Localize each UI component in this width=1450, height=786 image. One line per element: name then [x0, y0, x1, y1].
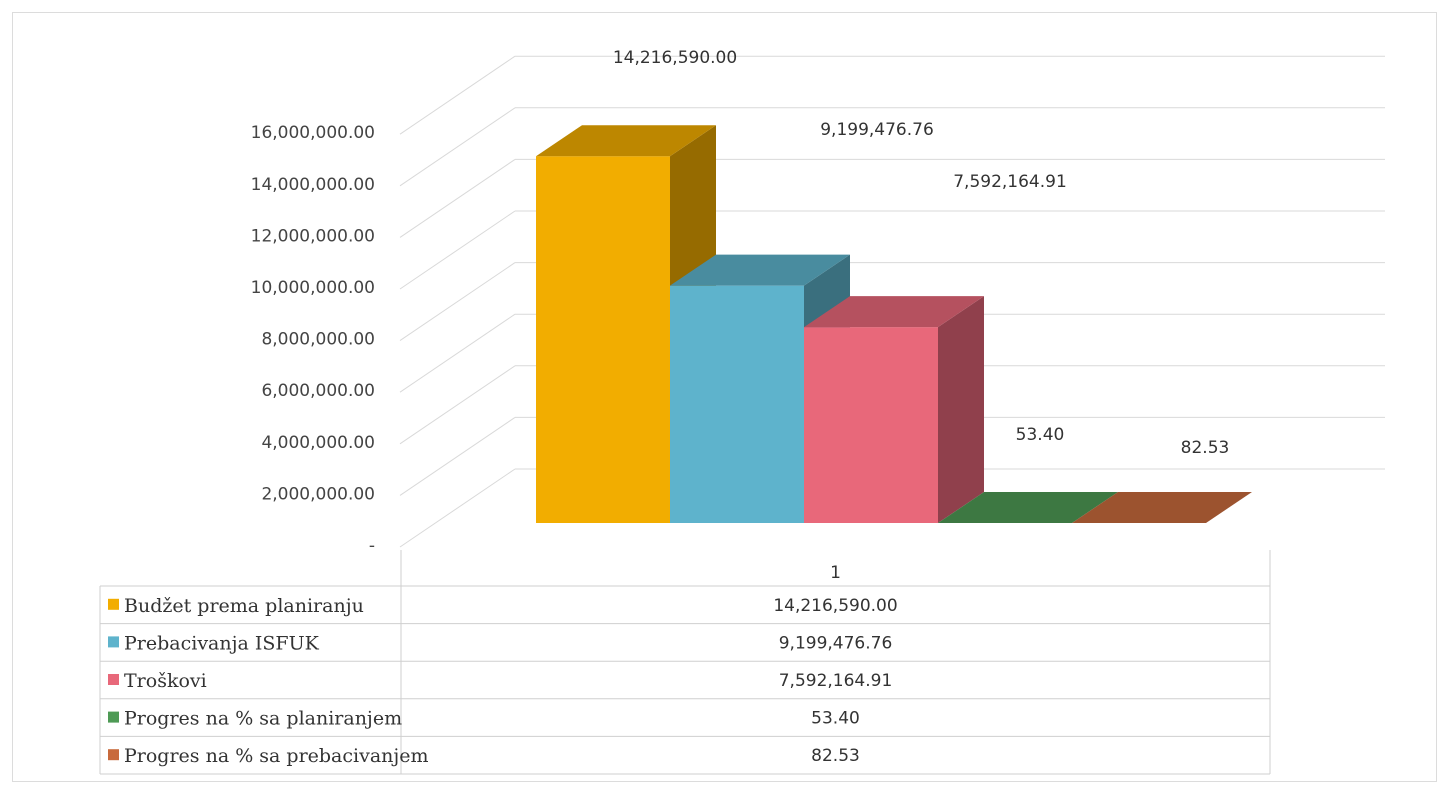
category-label: 1	[830, 563, 841, 583]
wall-gridline	[400, 263, 515, 341]
legend-swatch-5	[108, 749, 119, 760]
bar-front-3	[804, 327, 938, 523]
y-tick-label: 10,000,000.00	[251, 278, 375, 298]
y-tick-label: 12,000,000.00	[251, 226, 375, 246]
wall-gridline	[400, 108, 515, 186]
wall-gridline	[400, 417, 515, 495]
legend-swatch-1	[108, 599, 119, 610]
wall-gridline	[400, 56, 515, 134]
y-tick-label: 8,000,000.00	[261, 330, 375, 350]
data-label-4: 53.40	[1016, 425, 1065, 445]
table-value: 9,199,476.76	[779, 633, 893, 653]
table-value: 7,592,164.91	[779, 671, 893, 691]
table-value: 14,216,590.00	[773, 596, 897, 616]
legend-series-name: Progres na % sa planiranjem	[124, 708, 402, 730]
legend-swatch-4	[108, 712, 119, 723]
legend-series-name: Prebacivanja ISFUK	[124, 632, 320, 654]
y-tick-label: 2,000,000.00	[261, 484, 375, 504]
wall-gridline	[400, 211, 515, 289]
legend-swatch-2	[108, 636, 119, 647]
legend-series-name: Troškovi	[124, 670, 207, 692]
y-tick-label: -	[369, 536, 375, 556]
table-value: 53.40	[811, 709, 860, 729]
bar-front-2	[670, 286, 804, 523]
y-tick-label: 16,000,000.00	[251, 123, 375, 143]
data-label-5: 82.53	[1181, 438, 1230, 458]
legend-series-name: Progres na % sa prebacivanjem	[124, 745, 429, 767]
wall-gridline	[400, 159, 515, 237]
wall-gridline	[400, 314, 515, 392]
y-tick-label: 6,000,000.00	[261, 381, 375, 401]
y-tick-label: 14,000,000.00	[251, 175, 375, 195]
bar-front-1	[536, 156, 670, 523]
table-value: 82.53	[811, 746, 860, 766]
wall-gridline	[400, 469, 515, 547]
y-tick-label: 4,000,000.00	[261, 433, 375, 453]
data-label-3: 7,592,164.91	[953, 172, 1067, 192]
legend-swatch-3	[108, 674, 119, 685]
legend-series-name: Budžet prema planiranju	[124, 595, 364, 617]
bar-side-3	[938, 296, 984, 523]
data-label-2: 9,199,476.76	[820, 120, 934, 140]
data-label-1: 14,216,590.00	[613, 48, 737, 68]
wall-gridline	[400, 366, 515, 444]
